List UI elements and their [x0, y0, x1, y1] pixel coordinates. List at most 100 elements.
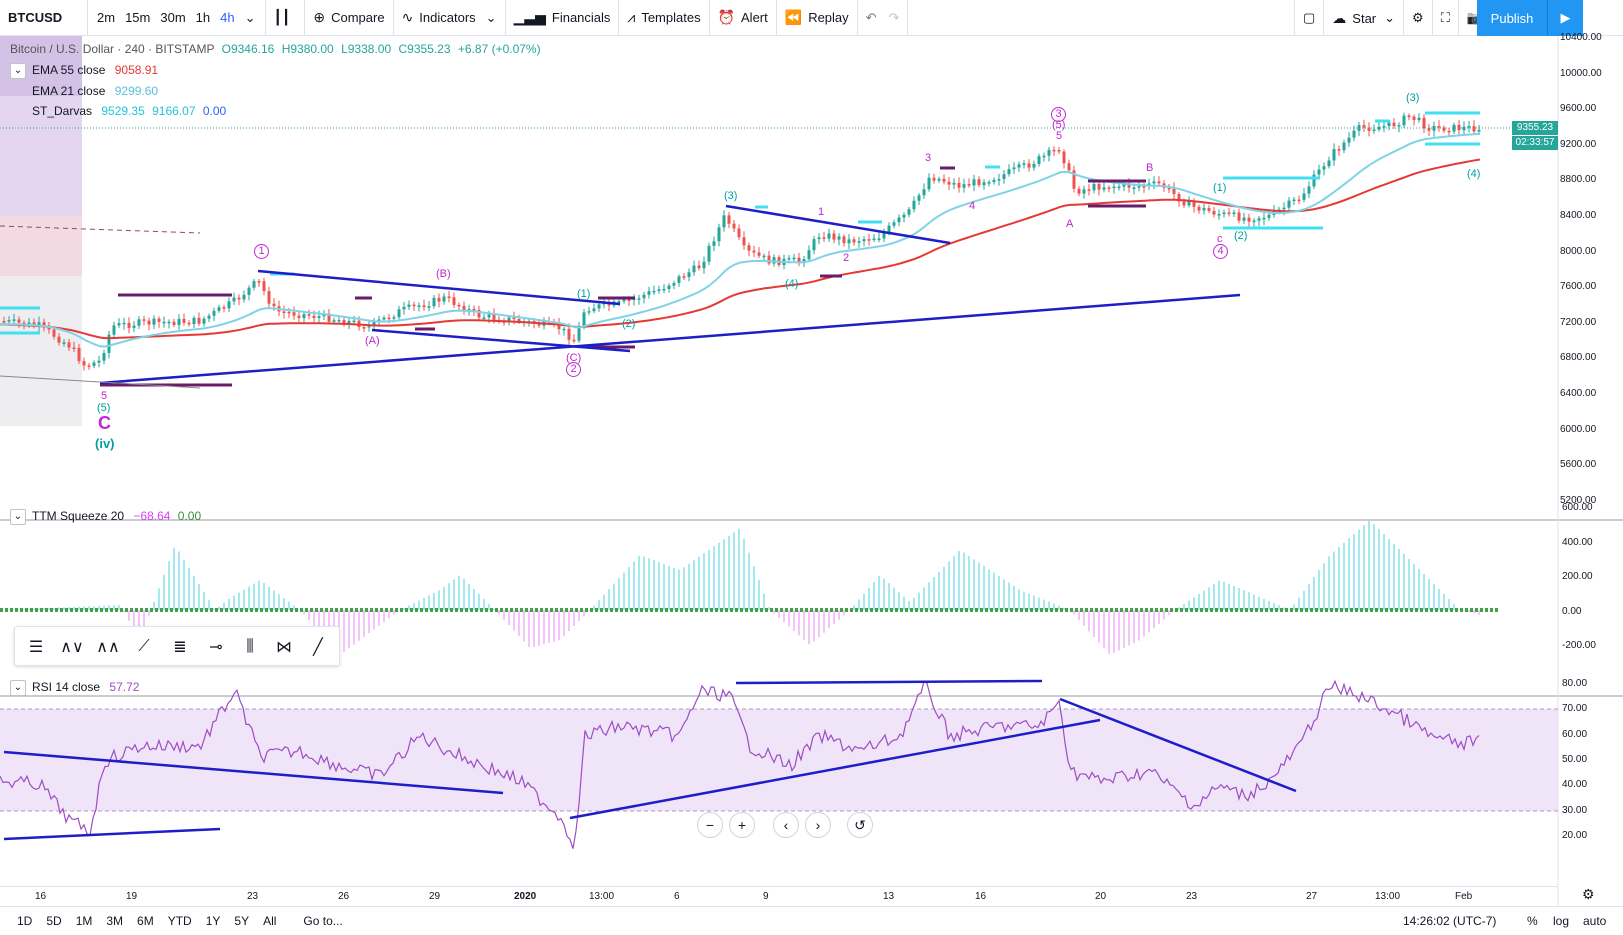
darvas-legend[interactable]: ST_Darvas 9529.35 9166.07 0.00 [32, 104, 226, 118]
range-1d[interactable]: 1D [17, 914, 33, 928]
rsi-tick: 60.00 [1562, 728, 1588, 740]
interval-1h[interactable]: 1h [195, 10, 211, 25]
wave-label: (5) [1052, 119, 1066, 131]
rsi-legend[interactable]: ⌄ RSI 14 close 57.72 [10, 680, 139, 696]
range-1y[interactable]: 1Y [205, 914, 221, 928]
wave-label: 1 [818, 206, 825, 218]
interval-2m[interactable]: 2m [97, 10, 116, 25]
collapse-chevron-icon[interactable]: ⌄ [10, 509, 26, 525]
candle-body [422, 305, 426, 308]
ttm-tick: 0.00 [1562, 605, 1582, 617]
candle-body [507, 317, 511, 323]
ttm-axis[interactable]: 600.00 400.00 200.00 0.00 -200.00 [1558, 36, 1623, 906]
publish-button[interactable]: Publish [1477, 0, 1547, 36]
candle-body [142, 319, 146, 321]
rsi-tick: 20.00 [1562, 829, 1588, 841]
wave-label: (A) [365, 335, 380, 347]
candle-body [927, 177, 931, 190]
range-5y[interactable]: 5Y [234, 914, 250, 928]
goto-button[interactable]: Go to... [303, 914, 343, 928]
play-icon[interactable]: ▶ [1547, 0, 1583, 36]
range-5d[interactable]: 5D [46, 914, 62, 928]
abc-pattern-icon[interactable]: ∧∨ [60, 639, 84, 656]
candle-body [262, 281, 266, 292]
chart-area[interactable]: 5 (5) C (iv) 1 (B) (A) (C) 2 (1) (2) (3)… [0, 32, 1623, 906]
replay-button[interactable]: ⏪ Replay [777, 0, 858, 36]
time-axis[interactable]: 16 19 23 26 29 2020 13:00 6 9 13 16 20 2… [0, 886, 1558, 906]
collapse-chevron-icon[interactable]: ⌄ [10, 680, 26, 696]
auto-toggle[interactable]: auto [1583, 914, 1607, 928]
percent-toggle[interactable]: % [1527, 914, 1538, 928]
scroll-left-icon[interactable]: ‹ [773, 812, 799, 838]
scroll-right-icon[interactable]: › [805, 812, 831, 838]
chevron-down-icon[interactable]: ⌄ [244, 9, 256, 25]
candle-body [257, 281, 261, 283]
rewind-icon: ⏪ [784, 9, 803, 25]
ema21-legend[interactable]: EMA 21 close 9299.60 [32, 84, 158, 98]
candle-body [812, 239, 816, 251]
dashed-line [0, 225, 201, 234]
ttm-legend[interactable]: ⌄ TTM Squeeze 20 −68.64 0.00 [10, 509, 201, 525]
range-3m[interactable]: 3M [106, 914, 124, 928]
candle-body [182, 318, 186, 323]
settings-gear-icon[interactable]: ⚙ [1404, 0, 1433, 36]
range-ytd[interactable]: YTD [167, 914, 192, 928]
indicators-button[interactable]: ∿ Indicators ⌄ [394, 0, 506, 36]
interval-15m[interactable]: 15m [125, 10, 151, 25]
log-toggle[interactable]: log [1553, 914, 1570, 928]
ttm-tick: 400.00 [1562, 536, 1593, 548]
chart-type-button[interactable]: ┃┃ [266, 0, 306, 36]
right-tools: ▢ ☁ Star ⌄ ⚙ ⛶ 📷 [1294, 0, 1492, 36]
pattern-icon[interactable]: ⋈ [276, 639, 292, 656]
collapse-chevron-icon[interactable]: ⌄ [10, 63, 26, 79]
candle-body [1242, 217, 1246, 221]
financials-button[interactable]: ▁▃▅ Financials [506, 0, 620, 36]
candle-body [752, 250, 756, 253]
interval-4h[interactable]: 4h [220, 10, 235, 25]
wave-label: (2) [622, 318, 636, 330]
range-6m[interactable]: 6M [137, 914, 154, 928]
undo-redo-group: ↶ ↷ [858, 0, 909, 36]
range-all[interactable]: All [263, 914, 277, 928]
star-button[interactable]: ☁ Star ⌄ [1324, 0, 1405, 36]
candle-body [1117, 186, 1121, 189]
close-value: C9355.23 [398, 42, 451, 56]
templates-button[interactable]: ⩘ Templates [619, 0, 710, 36]
wave-label-circle: 3 [1051, 107, 1066, 122]
price-axis[interactable]: 10400.00 10000.00 9600.00 9200.00 8800.00 840… [1558, 32, 1623, 906]
zoom-out-icon[interactable]: − [697, 812, 723, 838]
fullscreen-icon[interactable]: ⛶ [1433, 0, 1459, 36]
undo-icon[interactable]: ↶ [865, 9, 877, 25]
layout-square-icon[interactable]: ▢ [1294, 0, 1325, 36]
clock[interactable]: 14:26:02 (UTC-7) [1403, 914, 1497, 928]
zoom-in-icon[interactable]: + [729, 812, 755, 838]
range-1m[interactable]: 1M [75, 914, 93, 928]
chart-canvas[interactable] [0, 36, 1623, 906]
ema55-legend[interactable]: ⌄ EMA 55 close 9058.91 [10, 63, 158, 79]
interval-30m[interactable]: 30m [160, 10, 186, 25]
redo-icon[interactable]: ↷ [888, 9, 900, 25]
trend-line-icon[interactable]: ╱ [313, 639, 323, 656]
ema55-label: EMA 55 close [32, 63, 106, 78]
elliott-wave-icon[interactable]: ∧∧ [96, 639, 120, 656]
vertical-lines-icon[interactable]: ⫼ [246, 638, 254, 655]
replay-label: Replay [808, 10, 849, 25]
axis-settings-gear-icon[interactable]: ⚙ [1582, 886, 1595, 902]
candle-body [452, 297, 456, 305]
symbol-search[interactable]: BTCUSD [0, 0, 88, 36]
cloud-icon: ☁ [1332, 9, 1347, 26]
candle-body [362, 327, 366, 329]
path-icon[interactable]: ⟋ [138, 638, 150, 655]
alert-button[interactable]: ⏰ Alert [710, 0, 777, 36]
price-tick: 9600.00 [1560, 103, 1597, 115]
horizontal-ray-icon[interactable]: ⊸ [209, 639, 223, 656]
wave-label-circle: 4 [1213, 244, 1228, 259]
horizontal-lines-icon[interactable]: ☰ [28, 639, 44, 656]
candle-body [902, 214, 906, 218]
fib-icon[interactable]: ≣ [173, 639, 187, 656]
time-label: 13 [883, 891, 895, 902]
compare-button[interactable]: ⊕ Compare [305, 0, 394, 36]
reset-icon[interactable]: ↺ [847, 812, 873, 838]
trend-lines[interactable] [3, 204, 1297, 841]
rsi-axis[interactable]: 80.00 70.00 60.00 50.00 40.00 30.00 20.00 [1558, 36, 1623, 906]
